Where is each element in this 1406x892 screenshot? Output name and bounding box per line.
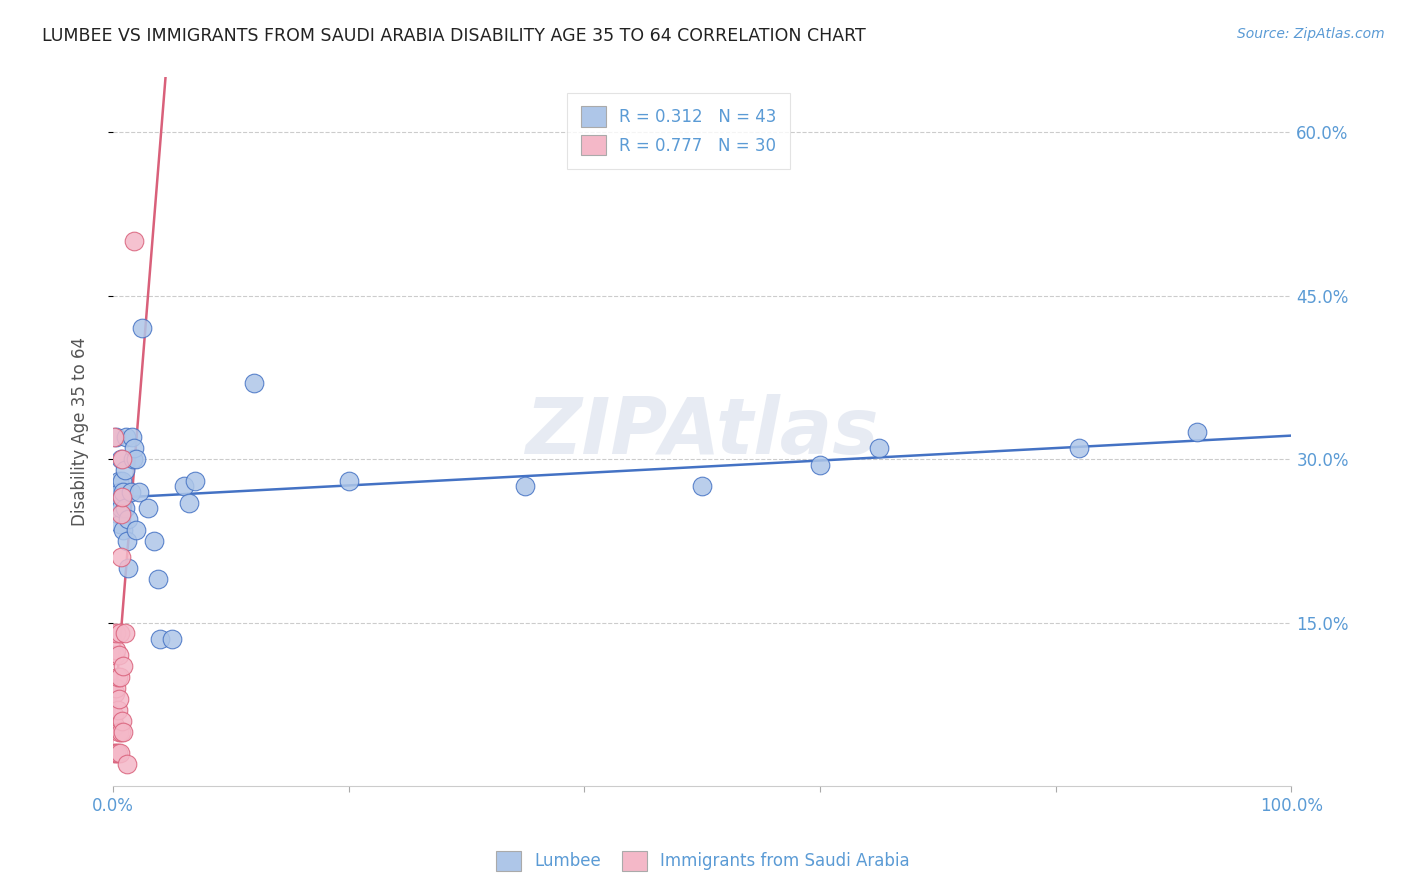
- Point: [337, 474, 360, 488]
- Point: [122, 441, 145, 455]
- Y-axis label: Disability Age 35 to 64: Disability Age 35 to 64: [72, 337, 89, 526]
- Point: [104, 686, 127, 700]
- Point: [179, 496, 201, 510]
- Point: [112, 523, 135, 537]
- Point: [110, 501, 132, 516]
- Point: [112, 659, 135, 673]
- Point: [107, 670, 129, 684]
- Point: [1185, 425, 1208, 439]
- Point: [110, 550, 132, 565]
- Point: [108, 484, 131, 499]
- Point: [103, 430, 125, 444]
- Point: [111, 490, 134, 504]
- Point: [111, 474, 134, 488]
- Point: [105, 643, 128, 657]
- Point: [105, 430, 128, 444]
- Point: [122, 234, 145, 248]
- Point: [107, 747, 129, 761]
- Point: [1069, 441, 1091, 455]
- Point: [105, 681, 128, 695]
- Point: [160, 632, 183, 646]
- Point: [121, 430, 143, 444]
- Point: [120, 484, 142, 499]
- Point: [105, 626, 128, 640]
- Point: [104, 719, 127, 733]
- Text: LUMBEE VS IMMIGRANTS FROM SAUDI ARABIA DISABILITY AGE 35 TO 64 CORRELATION CHART: LUMBEE VS IMMIGRANTS FROM SAUDI ARABIA D…: [42, 27, 866, 45]
- Point: [108, 626, 131, 640]
- Point: [143, 533, 166, 548]
- Point: [122, 452, 145, 467]
- Point: [114, 463, 136, 477]
- Point: [110, 724, 132, 739]
- Point: [107, 724, 129, 739]
- Point: [107, 648, 129, 663]
- Legend: Lumbee, Immigrants from Saudi Arabia: Lumbee, Immigrants from Saudi Arabia: [488, 842, 918, 880]
- Point: [808, 458, 831, 472]
- Point: [110, 507, 132, 521]
- Point: [107, 496, 129, 510]
- Point: [103, 708, 125, 723]
- Point: [114, 626, 136, 640]
- Point: [146, 572, 169, 586]
- Point: [125, 452, 148, 467]
- Point: [107, 692, 129, 706]
- Point: [107, 474, 129, 488]
- Point: [103, 747, 125, 761]
- Point: [110, 452, 132, 467]
- Legend: R = 0.312   N = 43, R = 0.777   N = 30: R = 0.312 N = 43, R = 0.777 N = 30: [568, 93, 790, 169]
- Point: [136, 501, 159, 516]
- Point: [114, 430, 136, 444]
- Point: [117, 512, 139, 526]
- Text: ZIPAtlas: ZIPAtlas: [526, 393, 879, 470]
- Point: [107, 507, 129, 521]
- Point: [107, 703, 129, 717]
- Point: [104, 490, 127, 504]
- Point: [104, 648, 127, 663]
- Point: [112, 484, 135, 499]
- Point: [125, 523, 148, 537]
- Point: [515, 479, 537, 493]
- Point: [114, 501, 136, 516]
- Point: [117, 561, 139, 575]
- Point: [243, 376, 266, 390]
- Point: [115, 757, 138, 772]
- Point: [112, 724, 135, 739]
- Point: [149, 632, 172, 646]
- Point: [128, 484, 150, 499]
- Point: [111, 714, 134, 728]
- Point: [108, 517, 131, 532]
- Text: Source: ZipAtlas.com: Source: ZipAtlas.com: [1237, 27, 1385, 41]
- Point: [173, 479, 195, 493]
- Point: [111, 452, 134, 467]
- Point: [131, 321, 153, 335]
- Point: [184, 474, 207, 488]
- Point: [105, 747, 128, 761]
- Point: [108, 747, 131, 761]
- Point: [690, 479, 713, 493]
- Point: [115, 533, 138, 548]
- Point: [108, 670, 131, 684]
- Point: [111, 490, 134, 504]
- Point: [868, 441, 890, 455]
